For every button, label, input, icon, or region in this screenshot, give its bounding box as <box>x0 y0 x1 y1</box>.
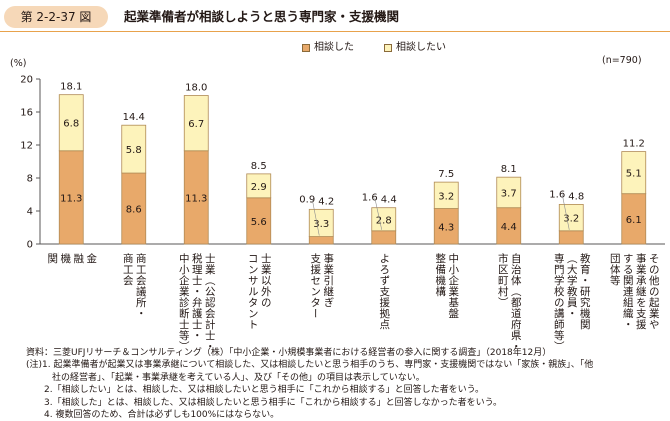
sample-size-note: (n=790) <box>602 55 642 66</box>
total-label: 8.1 <box>501 164 517 175</box>
want-value-label: 3.2 <box>563 214 579 225</box>
y-axis-unit-label: (%) <box>10 58 27 69</box>
bar-consulted <box>183 150 209 245</box>
consulted-value-label: 8.6 <box>126 205 142 216</box>
total-label: 18.1 <box>60 82 82 93</box>
total-label: 4.2 <box>318 196 334 207</box>
bar-consulted <box>308 236 334 245</box>
note-2: 2.「相談したい」とは、相談した、又は相談したいと思う相手に「これから相談する」… <box>44 385 485 396</box>
total-label: 11.2 <box>623 139 645 150</box>
consulted-value-label: 5.6 <box>251 217 267 228</box>
y-tick-label: 16 <box>20 108 33 119</box>
note-1: (注)1. 起業準備者が起業又は事業承継について相談した、又は相談したいと思う相… <box>26 360 594 371</box>
total-label: 4.4 <box>381 195 397 206</box>
bar-want <box>246 173 272 199</box>
leader-line <box>311 199 320 236</box>
figure-number-badge: 第 2-2-37 図 <box>4 6 108 28</box>
note-3: 3.「相談した」とは、相談した、又は相談したいと思う相手に「これから相談する」と… <box>44 397 503 408</box>
want-value-label: 2.8 <box>376 215 392 226</box>
want-value-label: 2.9 <box>251 182 267 193</box>
bar-want <box>58 94 84 152</box>
y-tick-label: 0 <box>27 240 33 251</box>
want-value-label: 6.7 <box>188 119 204 130</box>
bar-want <box>308 208 334 237</box>
bar-want <box>621 151 647 195</box>
want-value-label: 3.2 <box>438 191 454 202</box>
want-value-label: 5.1 <box>626 169 642 180</box>
header: 第 2-2-37 図 起業準備者が相談しようと思う専門家・支援機関 <box>0 0 670 32</box>
bar-consulted <box>246 197 272 245</box>
consulted-value-label: 0.9 <box>299 194 315 205</box>
leader-line <box>374 197 383 230</box>
header-divider <box>0 31 670 32</box>
consulted-value-label: 4.4 <box>501 222 517 233</box>
consulted-value-label: 1.6 <box>549 189 565 200</box>
note-4: 4. 複数回答のため、合計は必ずしも100%にはならない。 <box>44 410 280 421</box>
bar-consulted <box>558 230 584 245</box>
consulted-value-label: 4.3 <box>438 222 454 233</box>
want-value-label: 3.7 <box>501 188 517 199</box>
bar-want <box>496 176 522 209</box>
total-label: 4.8 <box>568 191 584 202</box>
y-tick-label: 12 <box>20 141 33 152</box>
leader-line <box>561 194 570 230</box>
bar-consulted <box>371 230 397 245</box>
figure-title: 起業準備者が相談しようと思う専門家・支援機関 <box>124 9 400 24</box>
total-label: 14.4 <box>123 112 145 123</box>
consulted-value-label: 11.3 <box>60 193 82 204</box>
note-source: 資料：三菱UFJリサーチ＆コンサルティング（株）「中小企業・小規模事業者における… <box>26 348 552 358</box>
want-value-label: 6.8 <box>63 119 79 130</box>
bar-chart: 0 4 8 12 16 20 18.1 11.3 6.8 14.4 8.6 5.8 18.0 11.3 6.… <box>20 75 665 251</box>
total-label: 18.0 <box>185 83 207 94</box>
want-value-label: 5.8 <box>126 145 142 156</box>
consulted-value-label: 11.3 <box>185 193 207 204</box>
bar-want <box>183 95 209 152</box>
total-label: 8.5 <box>251 161 267 172</box>
consulted-value-label: 6.1 <box>626 215 642 226</box>
consulted-value-label: 1.6 <box>362 193 378 204</box>
bar-want <box>558 203 584 232</box>
bar-want <box>371 207 397 232</box>
bar-want <box>121 124 147 174</box>
total-label: 7.5 <box>438 169 454 180</box>
y-tick-label: 20 <box>20 75 33 86</box>
note-1-continued: 社の経営者」、「起業・事業承継を考えている人」、及び「その他」の項目は表示してい… <box>52 372 425 383</box>
bar-consulted <box>621 193 647 245</box>
legend-swatch-want <box>384 44 392 52</box>
legend-label-consulted: 相談した <box>314 42 354 53</box>
source-notes: 資料：三菱UFJリサーチ＆コンサルティング（株）「中小企業・小規模事業者における… <box>26 347 666 421</box>
bar-want <box>433 181 459 209</box>
legend-label-want: 相談したい <box>396 42 446 53</box>
want-value-label: 3.3 <box>313 219 329 230</box>
y-tick-label: 8 <box>27 174 33 185</box>
bar-consulted <box>496 207 522 245</box>
y-tick-label: 4 <box>27 207 33 218</box>
legend-swatch-consulted <box>302 44 310 52</box>
